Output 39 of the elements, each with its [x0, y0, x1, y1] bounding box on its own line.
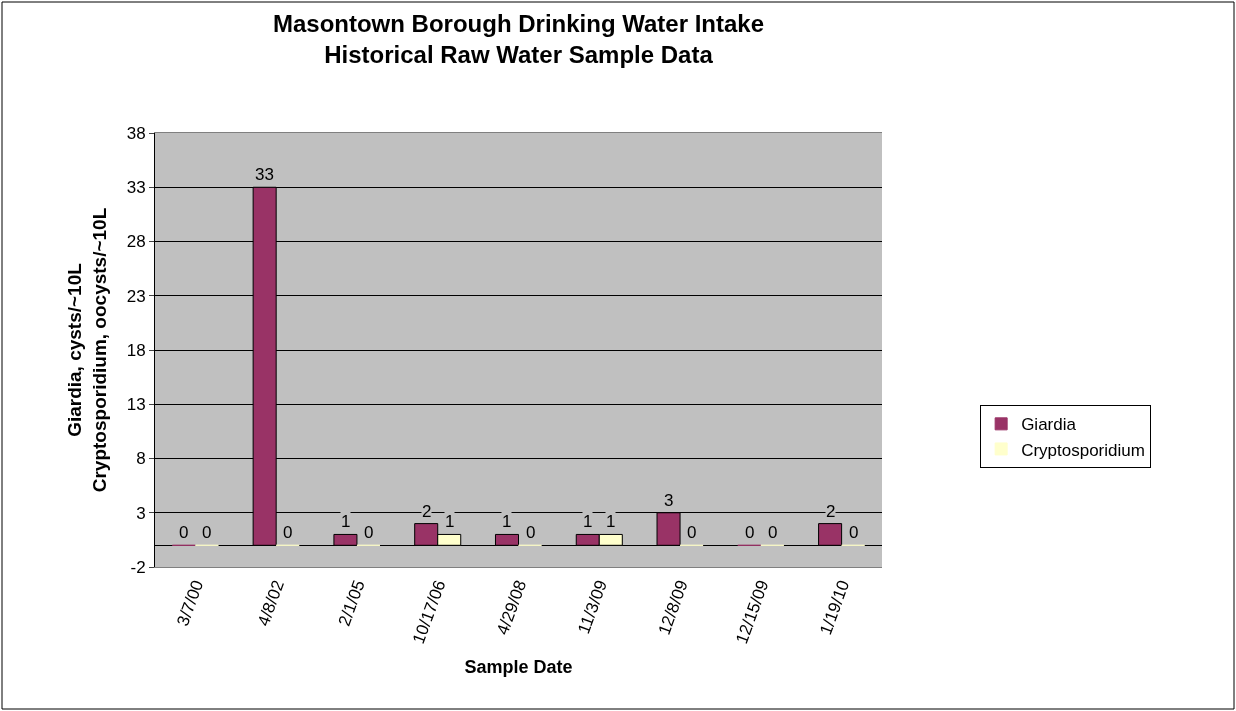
data-label: 1 — [606, 512, 616, 531]
data-label: 0 — [179, 523, 189, 542]
y-tick-label: 23 — [126, 286, 146, 306]
data-label: 0 — [526, 523, 536, 542]
y-tick-label: 28 — [126, 232, 146, 252]
data-label: 2 — [826, 502, 836, 521]
data-label: 1 — [445, 512, 455, 531]
y-tick-label: 13 — [126, 395, 146, 415]
data-label: 3 — [664, 491, 674, 510]
legend-label: Giardia — [1021, 415, 1077, 435]
x-tick-label: 11/3/09 — [574, 577, 612, 637]
data-label: 0 — [202, 523, 212, 542]
x-tick-label: 4/29/08 — [492, 577, 531, 638]
data-label: 0 — [283, 523, 293, 542]
data-label: 1 — [583, 512, 593, 531]
legend-label: Cryptosporidium — [1021, 440, 1145, 460]
x-tick-label: 4/8/02 — [253, 577, 288, 629]
data-label: 0 — [364, 523, 374, 542]
x-tick-label: 3/7/00 — [173, 577, 208, 629]
data-label: 2 — [422, 502, 432, 521]
x-tick-label: 2/1/05 — [334, 577, 369, 629]
data-label: 0 — [849, 523, 859, 542]
x-axis-title: Sample Date — [464, 657, 573, 678]
data-label: 1 — [502, 512, 512, 531]
chart-title: Masontown Borough Drinking Water Intake Historical Raw Water Sample Data — [272, 10, 765, 69]
data-label: 33 — [255, 165, 274, 184]
y-tick-label: 33 — [126, 178, 146, 198]
data-label: 1 — [341, 512, 351, 531]
y-tick-label: 18 — [126, 340, 146, 360]
data-label: 0 — [745, 523, 755, 542]
y-tick-label: 38 — [126, 123, 146, 143]
y-axis-title: Giardia, cysts/~10L Cryptosporidium, oocysts/~10L — [63, 207, 110, 493]
x-tick-label: 12/8/09 — [654, 577, 692, 638]
y-tick-label: 3 — [136, 503, 146, 523]
x-tick-label: 1/19/10 — [816, 577, 854, 638]
data-label: 0 — [687, 523, 697, 542]
y-tick-label: 8 — [136, 449, 146, 469]
y-tick-label: -2 — [130, 557, 146, 577]
data-label: 0 — [768, 523, 778, 542]
